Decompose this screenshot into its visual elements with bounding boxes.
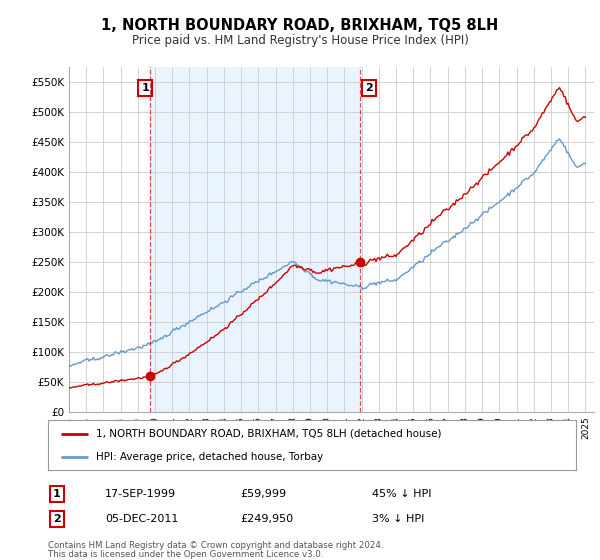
Text: 05-DEC-2011: 05-DEC-2011	[105, 514, 178, 524]
Text: 2: 2	[365, 83, 373, 93]
Text: £249,950: £249,950	[240, 514, 293, 524]
Text: 1: 1	[53, 489, 61, 499]
Text: 17-SEP-1999: 17-SEP-1999	[105, 489, 176, 499]
Text: 3% ↓ HPI: 3% ↓ HPI	[372, 514, 424, 524]
Text: 45% ↓ HPI: 45% ↓ HPI	[372, 489, 431, 499]
Text: 1, NORTH BOUNDARY ROAD, BRIXHAM, TQ5 8LH: 1, NORTH BOUNDARY ROAD, BRIXHAM, TQ5 8LH	[101, 18, 499, 34]
Text: Contains HM Land Registry data © Crown copyright and database right 2024.: Contains HM Land Registry data © Crown c…	[48, 541, 383, 550]
Text: 2: 2	[53, 514, 61, 524]
Text: £59,999: £59,999	[240, 489, 286, 499]
Text: 1: 1	[141, 83, 149, 93]
Bar	[150, 67, 360, 412]
Text: This data is licensed under the Open Government Licence v3.0.: This data is licensed under the Open Gov…	[48, 550, 323, 559]
Text: Price paid vs. HM Land Registry's House Price Index (HPI): Price paid vs. HM Land Registry's House …	[131, 34, 469, 46]
Text: 1, NORTH BOUNDARY ROAD, BRIXHAM, TQ5 8LH (detached house): 1, NORTH BOUNDARY ROAD, BRIXHAM, TQ5 8LH…	[95, 428, 441, 438]
Text: HPI: Average price, detached house, Torbay: HPI: Average price, detached house, Torb…	[95, 452, 323, 462]
